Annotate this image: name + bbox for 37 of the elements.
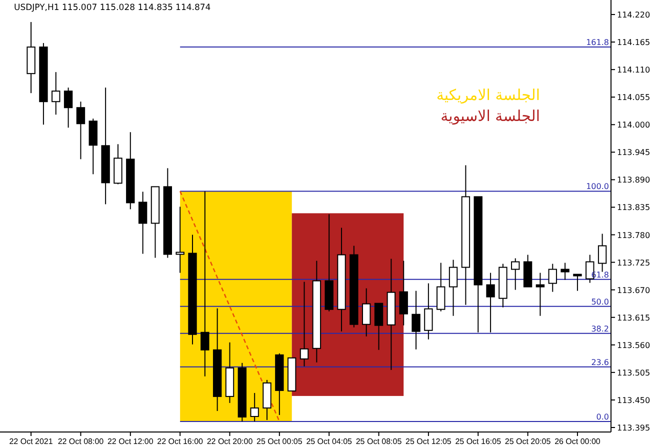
x-tick-label: 26 Oct 00:00 bbox=[554, 437, 601, 446]
y-tick-label: 113.835 bbox=[617, 203, 650, 212]
x-tick-label: 22 Oct 08:00 bbox=[58, 437, 104, 446]
band-label: الجلسة الامريكية bbox=[436, 86, 540, 104]
x-tick-label: 25 Oct 20:05 bbox=[504, 437, 552, 446]
annotation: 161.8 bbox=[586, 38, 609, 48]
y-tick-label: 114.055 bbox=[617, 93, 650, 102]
y-tick-label: 113.615 bbox=[617, 313, 650, 322]
chart-title: USDJPY,H1 115.007 115.028 114.835 114.874 bbox=[14, 3, 211, 13]
annotation: 50.0 bbox=[591, 297, 609, 306]
y-tick-label: 113.725 bbox=[617, 258, 650, 268]
y-tick-label: 113.945 bbox=[617, 148, 650, 158]
annotation: 38.2 bbox=[591, 324, 609, 334]
annotation: 0.0 bbox=[596, 412, 609, 422]
y-tick-label: 114.220 bbox=[617, 10, 650, 20]
y-tick-label: 113.780 bbox=[617, 230, 650, 240]
x-tick-label: 25 Oct 00:05 bbox=[256, 437, 303, 446]
y-tick-label: 114.110 bbox=[617, 66, 650, 75]
y-tick-label: 113.670 bbox=[617, 286, 650, 295]
y-tick-label: 113.395 bbox=[617, 423, 650, 432]
y-tick-label: 113.505 bbox=[617, 368, 650, 378]
x-tick-label: 25 Oct 08:05 bbox=[356, 437, 402, 446]
x-tick-label: 25 Oct 16:05 bbox=[455, 437, 502, 446]
y-tick-label: 113.890 bbox=[617, 176, 650, 185]
y-tick-label: 114.000 bbox=[617, 120, 650, 130]
band-label: الجلسة الاسيوية bbox=[440, 107, 540, 125]
y-tick-label: 113.560 bbox=[617, 340, 650, 350]
x-tick-label: 25 Oct 04:05 bbox=[306, 437, 353, 446]
y-tick-label: 113.450 bbox=[617, 396, 650, 405]
y-tick-label: 114.165 bbox=[617, 38, 650, 48]
x-tick-label: 22 Oct 12:00 bbox=[107, 437, 154, 446]
x-tick-label: 22 Oct 2021 bbox=[9, 437, 54, 446]
annotation: 23.6 bbox=[591, 358, 609, 367]
x-tick-label: 25 Oct 12:05 bbox=[406, 437, 452, 446]
x-tick-label: 22 Oct 20:00 bbox=[206, 437, 254, 446]
annotation: 100.0 bbox=[586, 182, 609, 192]
x-tick-label: 22 Oct 16:00 bbox=[157, 437, 204, 446]
